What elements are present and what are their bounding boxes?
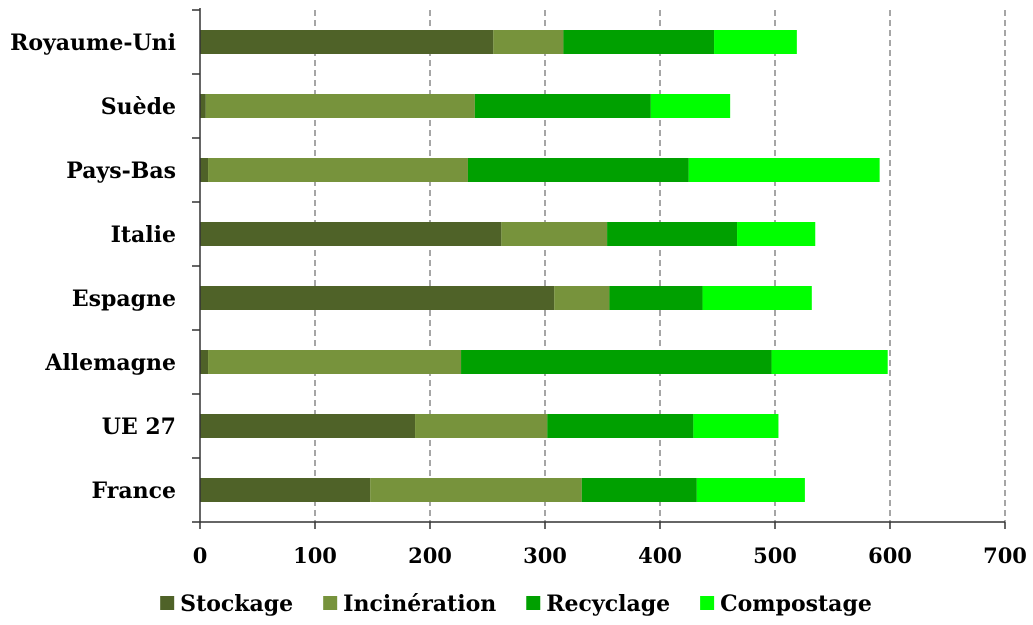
legend-label-incineration: Incinération	[343, 591, 496, 617]
legend: Stockage Incinération Recyclage Compostage	[160, 591, 872, 617]
bar-pays-bas-compostage	[688, 158, 880, 182]
legend-item-stockage: Stockage	[160, 591, 293, 617]
category-label-france: France	[92, 478, 176, 504]
legend-swatch-stockage	[160, 596, 175, 610]
bar-italie-recyclage	[607, 222, 738, 246]
bar-france-recyclage	[581, 478, 697, 502]
bar-pays-bas-recyclage	[467, 158, 689, 182]
x-tick-label-400: 400	[638, 543, 682, 568]
x-tick-label-100: 100	[293, 543, 337, 568]
bar-pays-bas-incineration	[208, 158, 468, 182]
bar-allemagne-compostage	[771, 350, 888, 374]
bar-france-compostage	[696, 478, 805, 502]
bar-allemagne-incineration	[208, 350, 462, 374]
bar-suede-incineration	[205, 94, 475, 118]
legend-swatch-compostage	[700, 596, 715, 610]
x-tick-label-300: 300	[523, 543, 567, 568]
bar-suede-stockage	[200, 94, 206, 118]
category-label-italie: Italie	[111, 222, 176, 248]
bar-espagne-compostage	[702, 286, 812, 310]
x-tick-label-600: 600	[868, 543, 912, 568]
axes	[192, 8, 1006, 529]
legend-item-compostage: Compostage	[700, 591, 872, 617]
category-label-suede: Suède	[101, 94, 176, 120]
bar-ue-27-recyclage	[547, 414, 694, 438]
bar-suede-recyclage	[474, 94, 651, 118]
category-label-royaume-uni: Royaume-Uni	[10, 30, 176, 56]
legend-label-compostage: Compostage	[720, 591, 872, 617]
x-tick-label-0: 0	[193, 543, 208, 568]
bars	[200, 30, 888, 502]
bar-ue-27-incineration	[415, 414, 548, 438]
bar-allemagne-recyclage	[461, 350, 772, 374]
bar-espagne-stockage	[200, 286, 555, 310]
bar-france-stockage	[200, 478, 371, 502]
tick-labels: 0 100 200 300 400 500 600 700	[193, 543, 1027, 568]
bar-royaume-uni-recyclage	[563, 30, 715, 54]
bar-france-incineration	[370, 478, 582, 502]
legend-label-stockage: Stockage	[180, 591, 293, 617]
bar-italie-incineration	[501, 222, 608, 246]
category-label-allemagne: Allemagne	[44, 350, 176, 376]
x-tick-label-700: 700	[983, 543, 1027, 568]
legend-item-recyclage: Recyclage	[526, 591, 670, 617]
bar-royaume-uni-incineration	[493, 30, 564, 54]
bar-suede-compostage	[650, 94, 731, 118]
bar-italie-stockage	[200, 222, 502, 246]
bar-espagne-incineration	[554, 286, 610, 310]
grid-lines	[314, 10, 1006, 522]
bar-italie-compostage	[737, 222, 816, 246]
bar-espagne-recyclage	[609, 286, 703, 310]
bar-pays-bas-stockage	[200, 158, 209, 182]
category-labels: France UE 27 Allemagne Espagne Italie Pays-Ba…	[10, 30, 176, 504]
category-label-espagne: Espagne	[72, 286, 176, 312]
bar-allemagne-stockage	[200, 350, 209, 374]
bar-royaume-uni-compostage	[714, 30, 797, 54]
category-label-pays-bas: Pays-Bas	[66, 158, 176, 184]
category-label-ue-27: UE 27	[102, 414, 176, 440]
legend-swatch-recyclage	[526, 596, 541, 610]
legend-label-recyclage: Recyclage	[546, 591, 670, 617]
x-tick-label-500: 500	[753, 543, 797, 568]
legend-swatch-incineration	[323, 596, 338, 610]
legend-item-incineration: Incinération	[323, 591, 496, 617]
bar-ue-27-stockage	[200, 414, 416, 438]
bar-royaume-uni-stockage	[200, 30, 494, 54]
x-tick-label-200: 200	[408, 543, 452, 568]
bar-ue-27-compostage	[693, 414, 779, 438]
